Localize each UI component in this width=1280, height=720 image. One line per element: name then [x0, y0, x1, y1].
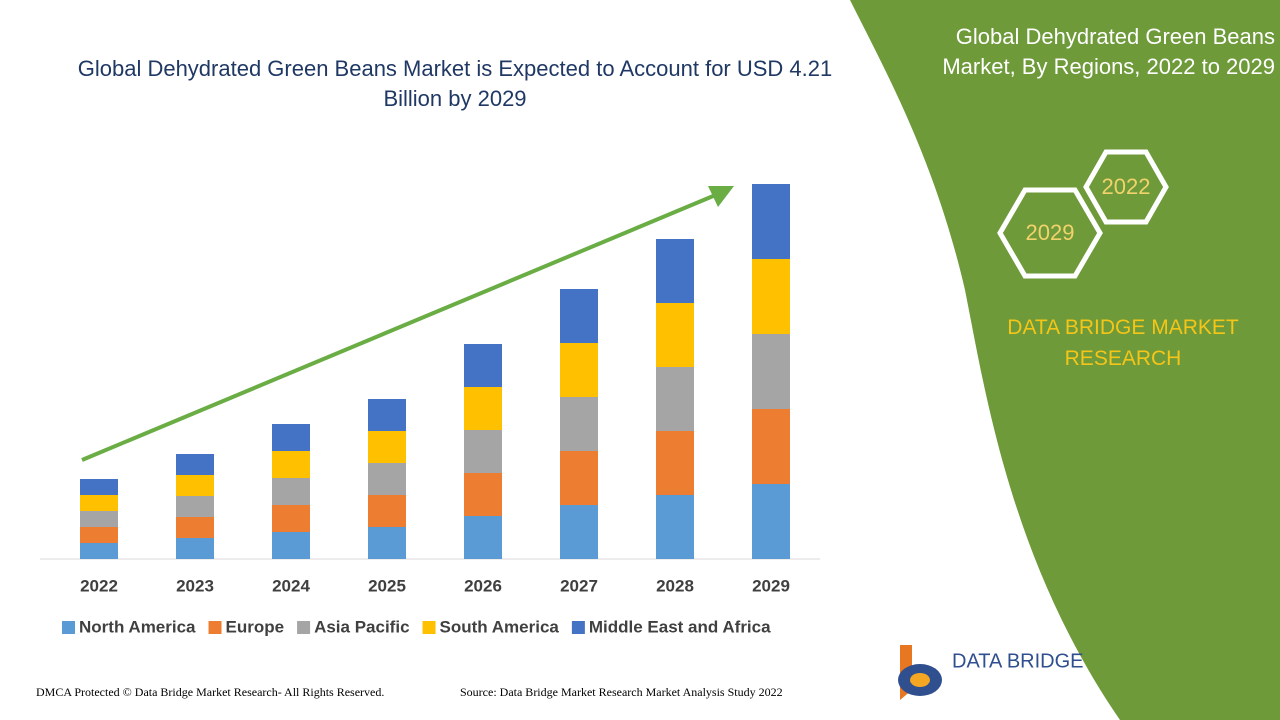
- legend-swatch: [297, 621, 311, 634]
- hexagon-label: 2029: [1026, 220, 1075, 245]
- x-tick-label: 2022: [80, 576, 118, 595]
- footer-copyright: DMCA Protected © Data Bridge Market Rese…: [36, 685, 384, 699]
- bar-segment: [752, 259, 790, 334]
- hexagon: [1083, 149, 1169, 225]
- bar-segment: [752, 409, 790, 484]
- logo-text: DATA BRIDGE: [952, 650, 1084, 672]
- legend-swatch: [571, 621, 585, 634]
- x-tick-label: 2023: [176, 576, 214, 595]
- bar-segment: [368, 431, 406, 463]
- bar-segment: [176, 454, 214, 475]
- bar-segment: [80, 511, 118, 527]
- bar-segment: [176, 496, 214, 517]
- bar-segment: [272, 451, 310, 478]
- bar-segment: [464, 430, 502, 473]
- bar-segment: [464, 516, 502, 559]
- legend-swatch: [62, 621, 75, 634]
- hexagon-label: 2022: [1102, 174, 1151, 199]
- x-tick-label: 2024: [272, 576, 310, 595]
- logo-mark: [898, 645, 942, 700]
- bar-segment: [272, 478, 310, 505]
- bar-segment: [752, 484, 790, 559]
- legend-label: South America: [440, 617, 560, 636]
- bar-segment: [176, 538, 214, 559]
- legend-label: Asia Pacific: [314, 617, 409, 636]
- bar-segment: [560, 451, 598, 505]
- side-panel-bg: [850, 0, 1280, 720]
- bar-segment: [656, 495, 694, 559]
- bar-segment: [80, 479, 118, 495]
- bar-segment: [560, 397, 598, 451]
- bar-segment: [80, 495, 118, 511]
- bar-segment: [560, 505, 598, 559]
- side-panel-title: Global Dehydrated Green Beans Market, By…: [942, 24, 1275, 79]
- x-tick-label: 2029: [752, 576, 790, 595]
- legend: North America Europe Asia Pacific South Ame…: [62, 617, 771, 636]
- bar-segment: [464, 344, 502, 387]
- bar-segment: [176, 475, 214, 496]
- bar-segment: [656, 239, 694, 303]
- bar-segment: [368, 463, 406, 495]
- footer-source: Source: Data Bridge Market Research Mark…: [460, 685, 783, 699]
- bar-segment: [368, 495, 406, 527]
- bar-segment: [464, 473, 502, 516]
- bar-segment: [752, 334, 790, 409]
- bar-segment: [656, 303, 694, 367]
- bar-segment: [272, 505, 310, 532]
- x-tick-label: 2028: [656, 576, 694, 595]
- legend-label: North America: [79, 617, 196, 636]
- bar-segment: [368, 527, 406, 559]
- bar-segment: [656, 367, 694, 431]
- bar-segment: [464, 387, 502, 430]
- bar-segment: [176, 517, 214, 538]
- brand-text: DATA BRIDGE MARKET RESEARCH: [1007, 316, 1239, 370]
- bar-segment: [272, 424, 310, 451]
- legend-label: Europe: [226, 617, 285, 636]
- x-tick-label: 2026: [464, 576, 502, 595]
- hexagon: [997, 187, 1103, 279]
- bar-segment: [560, 289, 598, 343]
- x-tick-label: 2027: [560, 576, 598, 595]
- bar-segment: [272, 532, 310, 559]
- bar-segment: [80, 543, 118, 559]
- trend-arrowhead: [708, 186, 734, 207]
- bar-segment: [656, 431, 694, 495]
- legend-swatch: [208, 621, 222, 634]
- x-tick-label: 2025: [368, 576, 406, 595]
- bar-segment: [368, 399, 406, 431]
- legend-swatch: [422, 621, 436, 634]
- chart-title: Global Dehydrated Green Beans Market is …: [77, 56, 833, 111]
- trend-arrow: [81, 192, 719, 462]
- bar-segment: [560, 343, 598, 397]
- bar-segment: [752, 184, 790, 259]
- legend-label: Middle East and Africa: [589, 617, 771, 636]
- bar-segment: [80, 527, 118, 543]
